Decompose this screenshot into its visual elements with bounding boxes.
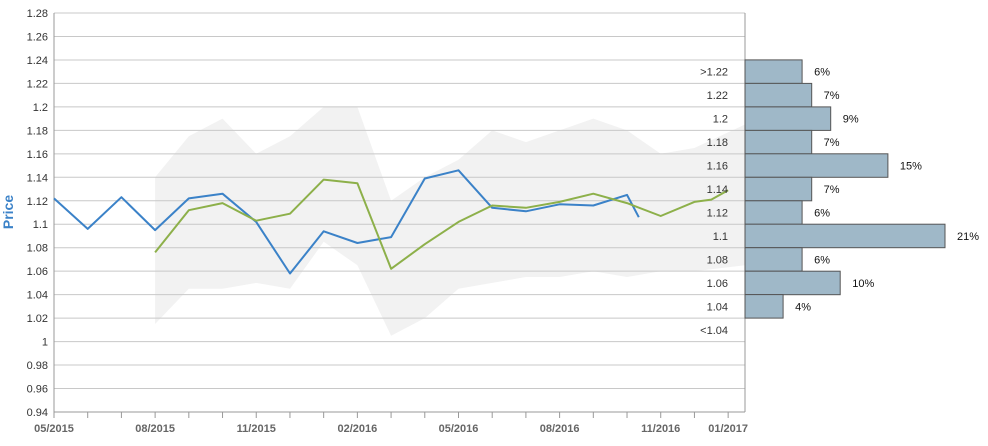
distribution-pct-label: 6% bbox=[814, 67, 830, 79]
distribution-pct-label: 6% bbox=[814, 254, 830, 266]
y-tick-label: 0.96 bbox=[27, 384, 48, 396]
forecast-band-layer bbox=[155, 106, 746, 336]
distribution-pct-label: 7% bbox=[824, 184, 840, 196]
distribution-bin-label: >1.22 bbox=[700, 67, 728, 79]
y-tick-label: 1.12 bbox=[27, 196, 48, 208]
distribution-bar bbox=[744, 59, 803, 84]
distribution-pct-label: 9% bbox=[843, 114, 859, 126]
x-tick-label: 11/2015 bbox=[237, 423, 276, 435]
y-tick-label: 1.2 bbox=[33, 102, 48, 114]
distribution-bar bbox=[744, 294, 784, 319]
distribution-bar bbox=[744, 106, 832, 131]
y-tick-label: 0.94 bbox=[27, 407, 48, 419]
distribution-bars bbox=[744, 59, 946, 319]
distribution-bar bbox=[744, 200, 803, 225]
distribution-bar bbox=[744, 247, 803, 272]
y-axis-label: Price bbox=[0, 195, 16, 229]
distribution-pct-label: 4% bbox=[795, 301, 811, 313]
x-tick-label: 01/2017 bbox=[708, 423, 748, 435]
y-tick-label: 1.28 bbox=[27, 8, 48, 20]
y-tick-label: 1.1 bbox=[33, 219, 48, 231]
y-tick-label: 1.24 bbox=[27, 55, 48, 67]
x-tick-label: 02/2016 bbox=[337, 423, 377, 435]
distribution-pct-label: 7% bbox=[824, 90, 840, 102]
distribution-bin-label: 1.06 bbox=[707, 278, 728, 290]
distribution-bin-label: 1.16 bbox=[707, 161, 728, 173]
distribution-pct-label: 6% bbox=[814, 208, 830, 220]
series-line-2 bbox=[154, 178, 729, 270]
distribution-bin-label: 1.22 bbox=[707, 90, 728, 102]
distribution-bin-label: 1.14 bbox=[707, 184, 728, 196]
distribution-bin-label: 1.08 bbox=[707, 254, 728, 266]
y-tick-label: 1.08 bbox=[27, 243, 48, 255]
distribution-pct-label: 15% bbox=[900, 161, 922, 173]
y-tick-label: 1.06 bbox=[27, 266, 48, 278]
forecast-band bbox=[155, 106, 746, 336]
x-tick-label: 05/2016 bbox=[439, 423, 479, 435]
x-tick-label: 05/2015 bbox=[34, 423, 74, 435]
distribution-bar bbox=[744, 223, 946, 249]
distribution-pct-label: 10% bbox=[852, 278, 874, 290]
gridlines bbox=[54, 12, 745, 413]
y-tick-label: 0.98 bbox=[27, 360, 48, 372]
y-tick-label: 1.16 bbox=[27, 149, 48, 161]
series-lines bbox=[53, 169, 729, 275]
distribution-bin-label: 1.1 bbox=[713, 231, 728, 243]
x-tick-label: 08/2016 bbox=[540, 423, 580, 435]
y-tick-label: 1.26 bbox=[27, 31, 48, 43]
distribution-bar bbox=[744, 82, 813, 108]
y-tick-label: 1.04 bbox=[27, 290, 48, 302]
distribution-bar bbox=[744, 270, 841, 296]
distribution-bin-label: 1.18 bbox=[707, 137, 728, 149]
x-tick-label: 08/2015 bbox=[135, 423, 175, 435]
distribution-pct-label: 7% bbox=[824, 137, 840, 149]
series-line-1 bbox=[53, 169, 640, 275]
y-tick-label: 1.22 bbox=[27, 78, 48, 90]
y-tick-label: 1.14 bbox=[27, 172, 48, 184]
axis-labels: 0.940.960.9811.021.041.061.081.11.121.14… bbox=[27, 8, 980, 435]
distribution-bin-label: 1.12 bbox=[707, 208, 728, 220]
y-tick-label: 1.18 bbox=[27, 125, 48, 137]
x-tick-label: 11/2016 bbox=[641, 423, 680, 435]
distribution-bin-label: <1.04 bbox=[700, 325, 728, 337]
distribution-bar bbox=[744, 176, 813, 202]
y-tick-label: 1.02 bbox=[27, 313, 48, 325]
distribution-bar bbox=[744, 153, 889, 178]
distribution-pct-label: 21% bbox=[957, 231, 979, 243]
distribution-bar bbox=[744, 129, 813, 155]
distribution-bin-label: 1.04 bbox=[707, 301, 728, 313]
distribution-bin-label: 1.2 bbox=[713, 114, 728, 126]
y-tick-label: 1 bbox=[42, 337, 48, 349]
